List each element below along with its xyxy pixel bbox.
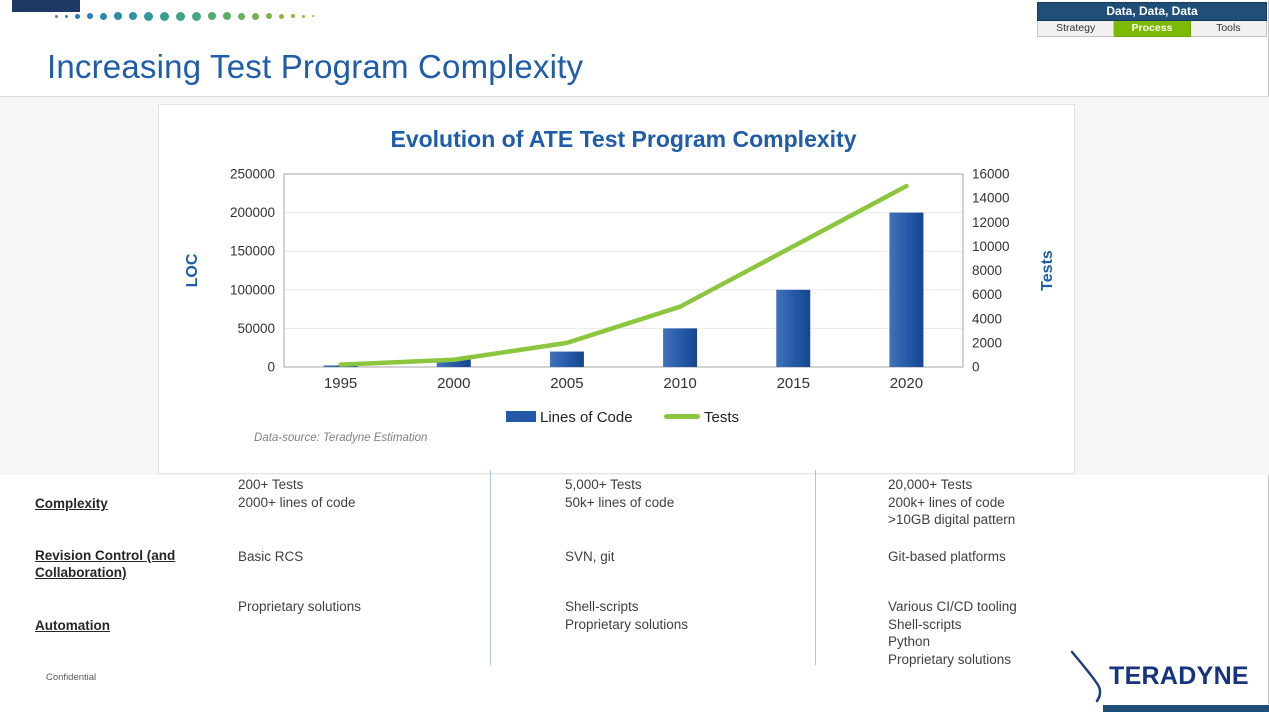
dot-icon (302, 14, 305, 18)
left-axis-tick: 50000 (237, 321, 275, 336)
x-axis-label: 2015 (777, 375, 810, 392)
table-cell: SVN, git (565, 549, 615, 564)
dot-icon (238, 12, 245, 20)
dot-icon (279, 13, 284, 19)
nav-widget: Data, Data, Data Strategy Process Tools (1037, 2, 1267, 37)
column-divider (490, 470, 491, 665)
top-left-accent-bar (12, 0, 80, 12)
dot-icon (252, 12, 259, 20)
dot-icon (144, 11, 153, 21)
dot-icon (55, 14, 58, 18)
dot-icon (192, 11, 201, 21)
logo-swoosh-icon (1070, 650, 1102, 703)
confidential-label: Confidential (46, 672, 97, 683)
dot-icon (176, 11, 185, 21)
bar-2020 (889, 212, 924, 367)
right-axis-title: Tests (1039, 250, 1056, 291)
dot-icon (114, 12, 122, 20)
dot-icon (208, 12, 216, 20)
right-axis-tick: 4000 (972, 311, 1002, 326)
right-axis-tick: 6000 (972, 287, 1002, 302)
chart-title: Evolution of ATE Test Program Complexity (390, 126, 856, 152)
right-axis-tick: 10000 (972, 239, 1010, 254)
right-axis-tick: 16000 (972, 167, 1010, 182)
dot-icon (160, 11, 169, 21)
left-axis-tick: 0 (267, 360, 275, 375)
dot-icon (100, 12, 107, 20)
left-axis-title: LOC (184, 253, 201, 287)
dot-icon (75, 13, 80, 19)
combo-chart: Evolution of ATE Test Program Complexity… (184, 126, 1056, 444)
source-note: Data-source: Teradyne Estimation (254, 432, 427, 444)
dot-icon (87, 13, 93, 19)
tests-line (338, 183, 909, 367)
right-axis-tick: 14000 (972, 191, 1010, 206)
row-label: Complexity (35, 496, 108, 511)
right-axis-tick: 2000 (972, 335, 1002, 350)
teradyne-logo: TERADYNE (1065, 645, 1269, 705)
x-axis-label: 1995 (324, 375, 357, 392)
column-divider (815, 470, 816, 665)
bar-2010 (663, 328, 698, 367)
slide-title: Increasing Test Program Complexity (47, 48, 584, 85)
table-cell: Git-based platforms (888, 549, 1006, 564)
table-cell: 5,000+ Tests 50k+ lines of code (565, 477, 675, 510)
row-label: Automation (35, 618, 110, 633)
nav-widget-title: Data, Data, Data (1037, 2, 1267, 21)
bottom-accent-bar (1103, 705, 1269, 712)
left-axis-tick: 100000 (230, 282, 275, 297)
x-axis-label: 2020 (890, 375, 923, 392)
x-axis-label: 2000 (437, 375, 470, 392)
dot-icon (65, 14, 68, 18)
left-axis-tick: 150000 (230, 244, 275, 259)
tab-tools[interactable]: Tools (1190, 21, 1267, 37)
left-axis-tick: 200000 (230, 205, 275, 220)
tab-strategy[interactable]: Strategy (1037, 21, 1115, 37)
table-cell: Various CI/CD tooling Shell-scripts Pyth… (888, 599, 1017, 667)
dot-icon (312, 15, 314, 17)
chart-card: Evolution of ATE Test Program Complexity… (158, 104, 1075, 474)
right-axis-tick: 8000 (972, 263, 1002, 278)
legend-swatch-bar (506, 411, 536, 422)
bar-2000 (436, 359, 471, 367)
bar-2005 (549, 351, 584, 367)
dot-icon (266, 13, 272, 19)
table-cell: Proprietary solutions (238, 599, 362, 614)
legend-label: Tests (704, 409, 739, 426)
logo-wordmark: TERADYNE (1109, 662, 1249, 690)
dot-icon (291, 14, 295, 18)
x-axis-label: 2010 (663, 375, 696, 392)
right-axis-tick: 12000 (972, 215, 1010, 230)
legend-swatch-line (664, 414, 700, 419)
right-axis-tick: 0 (972, 360, 980, 375)
left-axis-tick: 250000 (230, 167, 275, 182)
table-cell: Basic RCS (238, 549, 304, 564)
x-axis-label: 2005 (550, 375, 583, 392)
table-cell: 20,000+ Tests 200k+ lines of code >10GB … (888, 477, 1016, 527)
legend-label: Lines of Code (540, 409, 633, 426)
tab-process[interactable]: Process (1114, 21, 1191, 37)
decorative-dots (55, 8, 314, 24)
nav-tab-strip: Strategy Process Tools (1037, 21, 1267, 37)
table-cell: Shell-scripts Proprietary solutions (565, 599, 689, 632)
row-label: Revision Control (and Collaboration) (35, 548, 176, 580)
dot-icon (129, 12, 137, 20)
dot-icon (223, 12, 231, 20)
bar-2015 (776, 289, 811, 367)
table-cell: 200+ Tests 2000+ lines of code (238, 477, 356, 510)
